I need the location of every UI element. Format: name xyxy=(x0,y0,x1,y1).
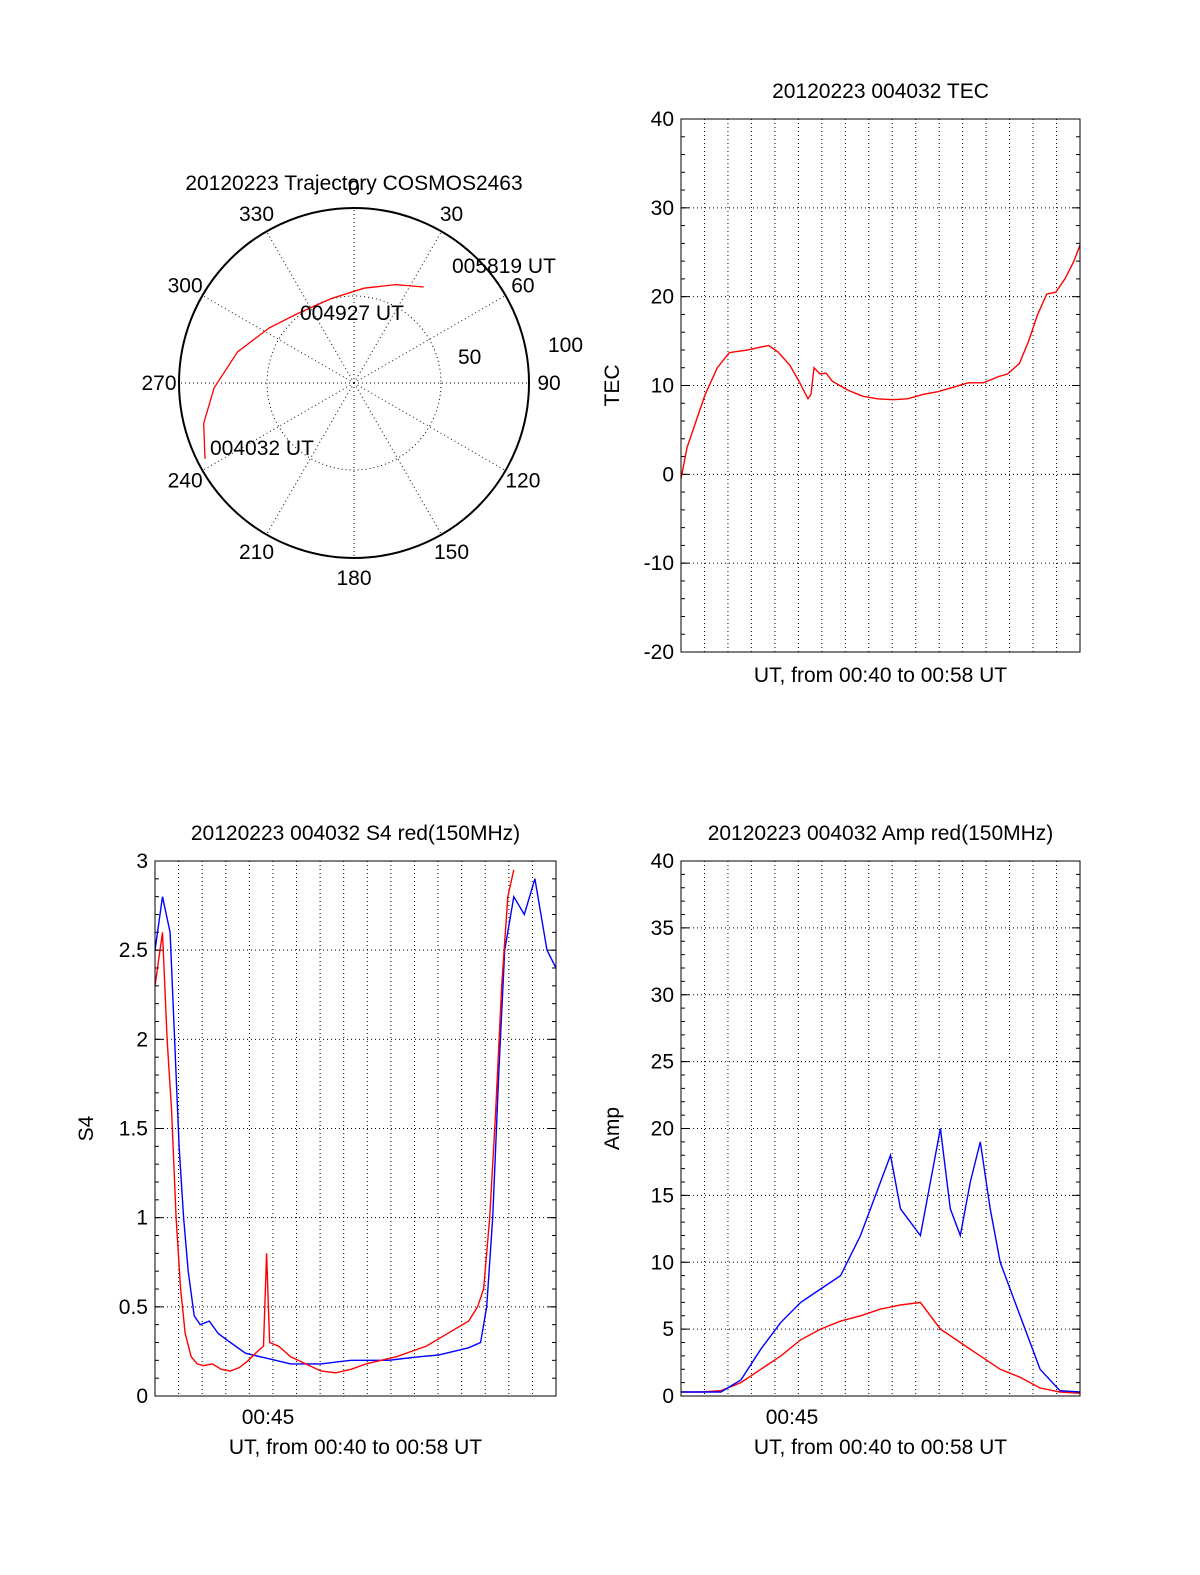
annotation-004927-ut: 004927 UT xyxy=(300,302,404,325)
y-tick-label: 35 xyxy=(651,917,674,940)
polar-spoke xyxy=(353,382,506,471)
s4-panel: 20120223 004032 S4 red(150MHz) 3 2.5 2 1.5 1 0… xyxy=(75,822,557,1459)
polar-azimuth-label: 30 xyxy=(440,203,463,226)
y-axis-label: TEC xyxy=(601,365,624,407)
polar-trajectory-line xyxy=(203,283,424,459)
y-tick-label: 10 xyxy=(651,1251,674,1274)
polar-azimuth-label: 210 xyxy=(239,541,274,564)
x-tick-label: 00:45 xyxy=(766,1406,819,1429)
y-tick-label: 2.5 xyxy=(119,939,148,962)
polar-azimuth-label: 270 xyxy=(141,372,176,395)
polar-radial-label-50: 50 xyxy=(458,346,481,369)
y-tick-label: 15 xyxy=(651,1184,674,1207)
plot-frame xyxy=(154,860,557,1397)
x-axis-label: UT, from 00:40 to 00:58 UT xyxy=(754,1436,1007,1459)
y-tick-label: -20 xyxy=(644,641,674,664)
y-tick-label: 40 xyxy=(651,108,674,131)
tec-panel: 20120223 004032 TEC 40 30 20 10 0 -10 -20 TEC UT,… xyxy=(601,80,1081,687)
polar-azimuth-label: 150 xyxy=(434,541,469,564)
polar-azimuth-label: 0 xyxy=(348,177,360,200)
y-tick-label: 40 xyxy=(651,850,674,873)
y-axis-label: Amp xyxy=(601,1107,624,1150)
y-tick-label: 20 xyxy=(651,1118,674,1141)
panel-title: 20120223 004032 Amp red(150MHz) xyxy=(708,822,1054,845)
y-tick-label: 30 xyxy=(651,197,674,220)
panel-title: 20120223 004032 TEC xyxy=(772,80,989,103)
y-tick-label: 30 xyxy=(651,984,674,1007)
y-tick-label: 25 xyxy=(651,1051,674,1074)
y-tick-label: 5 xyxy=(662,1318,674,1341)
x-tick-label: 00:45 xyxy=(242,1406,295,1429)
y-tick-label: 0 xyxy=(136,1385,148,1408)
y-tick-label: 0 xyxy=(662,1385,674,1408)
x-axis-label: UT, from 00:40 to 00:58 UT xyxy=(229,1436,482,1459)
series-line-1 xyxy=(681,1128,1081,1393)
y-tick-label: 1.5 xyxy=(119,1118,148,1141)
polar-azimuth-label: 180 xyxy=(336,567,371,590)
polar-azimuth-label: 120 xyxy=(505,470,540,493)
polar-azimuth-label: 60 xyxy=(511,275,534,298)
y-tick-label: 0 xyxy=(662,463,674,486)
y-tick-label: -10 xyxy=(644,552,674,575)
polar-spoke xyxy=(353,382,442,535)
polar-azimuth-label: 240 xyxy=(168,470,203,493)
y-tick-label: 3 xyxy=(136,850,148,873)
polar-inner-ring xyxy=(266,295,442,471)
annotation-004032-ut: 004032 UT xyxy=(210,437,314,460)
amp-panel: 20120223 004032 Amp red(150MHz) 40 35 30 25 2… xyxy=(601,822,1081,1459)
x-axis-label: UT, from 00:40 to 00:58 UT xyxy=(754,664,1007,687)
plot-frame xyxy=(680,118,1081,653)
series-line-1 xyxy=(154,869,515,1374)
polar-azimuth-labels: 0 30 60 90 120 150 180 210 240 270 300 330 xyxy=(141,177,560,590)
polar-azimuth-label: 330 xyxy=(239,203,274,226)
polar-title: 20120223 Trajectory COSMOS2463 xyxy=(185,172,522,195)
y-tick-label: 0.5 xyxy=(119,1296,148,1319)
polar-trajectory-panel: 20120223 Trajectory COSMOS2463 0 30 60 90 12… xyxy=(141,172,583,590)
polar-outer-ring xyxy=(178,207,530,559)
series-line-0 xyxy=(681,1301,1081,1394)
plot-frame xyxy=(680,860,1081,1397)
y-tick-label: 10 xyxy=(651,375,674,398)
y-tick-label: 20 xyxy=(651,286,674,309)
y-tick-label: 2 xyxy=(136,1028,148,1051)
polar-azimuth-label: 300 xyxy=(168,275,203,298)
series-line-0 xyxy=(680,244,1081,479)
polar-radial-label-100: 100 xyxy=(548,334,583,357)
annotation-005819-ut: 005819 UT xyxy=(452,255,556,278)
polar-azimuth-label: 90 xyxy=(537,372,560,395)
y-axis-label: S4 xyxy=(75,1115,98,1141)
series-line-0 xyxy=(154,878,557,1365)
panel-title: 20120223 004032 S4 red(150MHz) xyxy=(191,822,520,845)
y-tick-label: 1 xyxy=(136,1207,148,1230)
